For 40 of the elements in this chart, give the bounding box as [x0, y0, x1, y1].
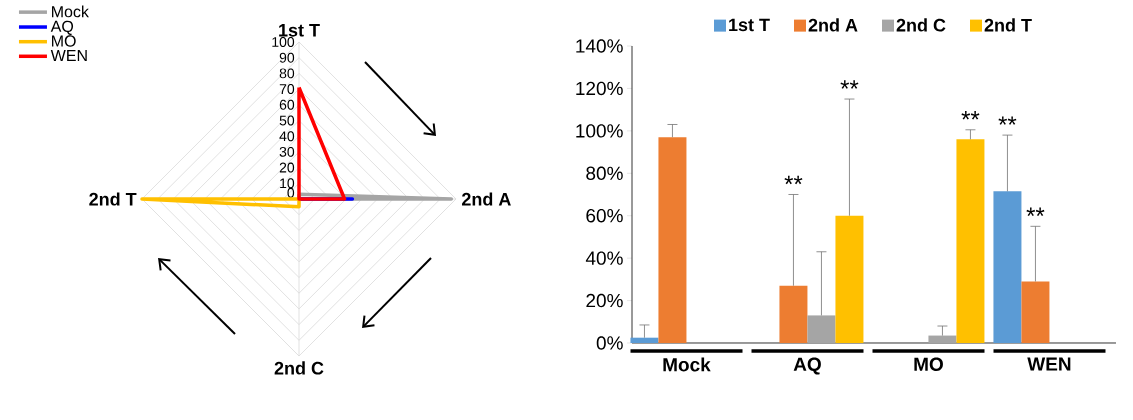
y-tick-label: 50 — [279, 115, 295, 126]
y-tick-label: 0 — [287, 187, 295, 198]
y-tick-label: 80% — [586, 166, 623, 181]
annotation: ** — [784, 175, 803, 185]
spoke-label: 1st T — [279, 24, 320, 37]
spoke-label: 2nd T — [89, 192, 137, 206]
legend-label: 1st T — [729, 18, 770, 32]
legend-label: WEN — [50, 50, 87, 62]
annotation: ** — [840, 80, 859, 89]
legend-label: 2nd A — [808, 18, 858, 32]
y-tick-label: 100% — [576, 124, 623, 138]
x-tick-label: AQ — [793, 357, 821, 375]
legend-label: MO — [52, 35, 76, 47]
annotation: ** — [1026, 207, 1045, 217]
y-tick-label: 40 — [279, 131, 295, 142]
annotation: ** — [998, 116, 1017, 125]
x-tick-label: WEN — [1027, 357, 1071, 371]
y-tick-label: 20 — [279, 162, 295, 173]
y-tick-label: 30 — [279, 146, 295, 157]
y-tick-label: 60 — [279, 99, 295, 110]
y-tick-label: 120% — [576, 81, 623, 96]
y-tick-label: 40% — [585, 251, 623, 265]
y-tick-label: 70 — [279, 84, 295, 95]
x-tick-label: MO — [914, 357, 943, 371]
y-tick-label: 100 — [272, 37, 295, 47]
y-tick-label: 10 — [280, 178, 295, 189]
y-tick-label: 20% — [586, 293, 623, 308]
y-tick-label: 80 — [279, 68, 295, 79]
legend-label: Mock — [52, 5, 89, 18]
legend-label: 2nd T — [984, 18, 1032, 32]
spoke-label: 2nd A — [462, 192, 511, 206]
spoke-label: 2nd C — [274, 361, 324, 375]
y-tick-label: 0% — [596, 336, 623, 350]
y-tick-label: 90 — [279, 52, 295, 63]
legend-label: 2nd C — [896, 18, 946, 32]
legend-label: AQ — [50, 20, 74, 35]
x-tick-label: Mock — [663, 357, 711, 372]
y-tick-label: 140% — [576, 39, 623, 53]
y-tick-label: 60% — [586, 208, 623, 223]
annotation: ** — [961, 111, 980, 120]
